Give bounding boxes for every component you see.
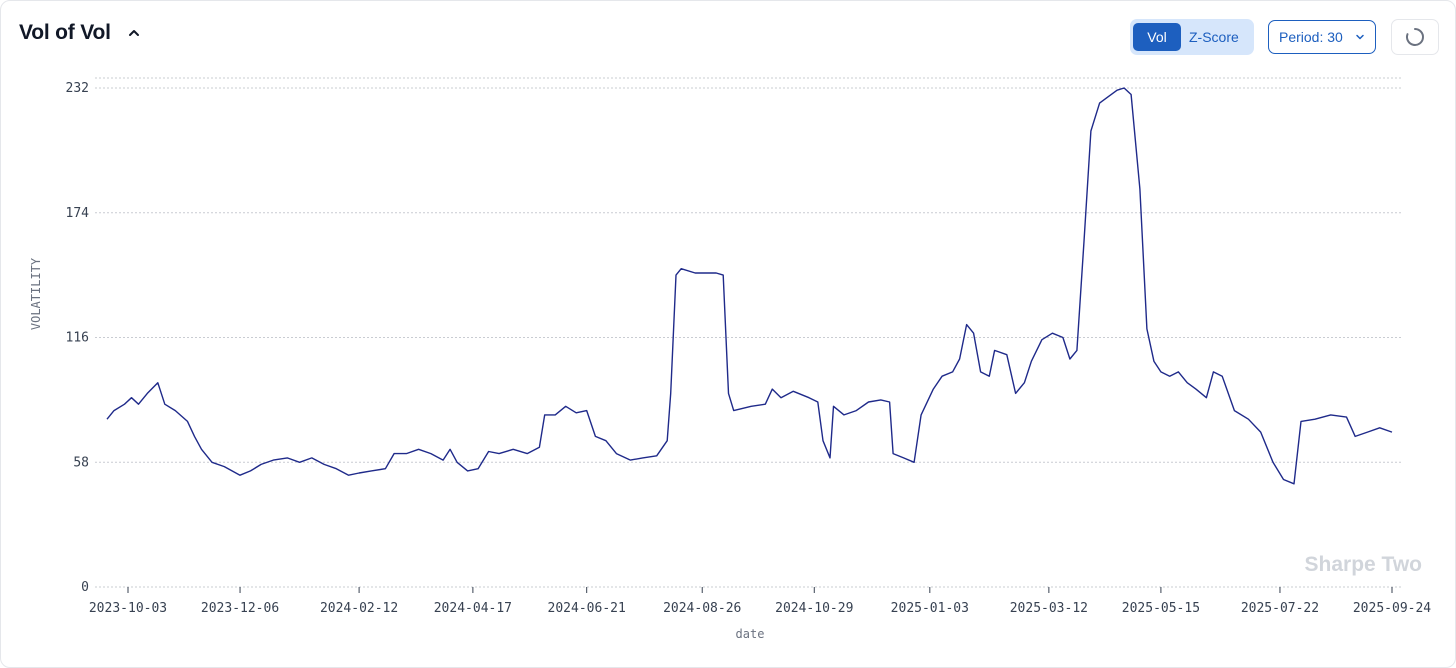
x-tick-label: 2025-09-24 — [1353, 601, 1431, 616]
y-axis: 0 58 116 174 232 — [66, 81, 90, 595]
x-tick-label: 2023-10-03 — [89, 601, 167, 616]
watermark: Sharpe Two — [1305, 553, 1422, 576]
x-tick-label: 2025-01-03 — [891, 601, 969, 616]
grid — [95, 77, 1402, 588]
x-tick-label: 2024-04-17 — [434, 601, 512, 616]
x-tick-label: 2025-05-15 — [1122, 601, 1200, 616]
period-select-value: Period: 30 — [1279, 29, 1343, 45]
y-tick-label: 116 — [66, 331, 89, 346]
x-axis: 2023-10-03 2023-12-06 2024-02-12 2024-04-17… — [89, 586, 1431, 616]
x-tick-label: 2024-10-29 — [775, 601, 853, 616]
chevron-down-icon — [1356, 34, 1364, 40]
x-tick-label: 2024-02-12 — [320, 601, 398, 616]
period-select[interactable]: Period: 30 — [1268, 20, 1376, 54]
spinner-icon — [1406, 28, 1424, 46]
y-tick-label: 0 — [81, 580, 89, 595]
zscore-toggle-button[interactable]: Z-Score — [1181, 23, 1247, 51]
x-tick-label: 2025-07-22 — [1241, 601, 1319, 616]
header: Vol of Vol — [19, 21, 145, 45]
y-tick-label: 174 — [66, 206, 90, 221]
y-tick-label: 232 — [66, 81, 89, 96]
series-line — [106, 87, 1393, 485]
chevron-up-icon — [128, 30, 139, 36]
x-tick-label: 2024-08-26 — [663, 601, 741, 616]
refresh-button[interactable] — [1391, 19, 1439, 55]
page-title: Vol of Vol — [19, 21, 111, 44]
vol-zscore-toggle: Vol Z-Score — [1130, 19, 1254, 55]
y-tick-label: 58 — [73, 455, 89, 470]
x-tick-label: 2024-06-21 — [548, 601, 626, 616]
collapse-button[interactable] — [123, 22, 145, 44]
vol-toggle-button[interactable]: Vol — [1133, 23, 1181, 51]
x-axis-label: date — [736, 627, 765, 641]
x-tick-label: 2023-12-06 — [201, 601, 279, 616]
y-axis-label: VOLATILITY — [29, 257, 43, 330]
x-tick-label: 2025-03-12 — [1010, 601, 1088, 616]
